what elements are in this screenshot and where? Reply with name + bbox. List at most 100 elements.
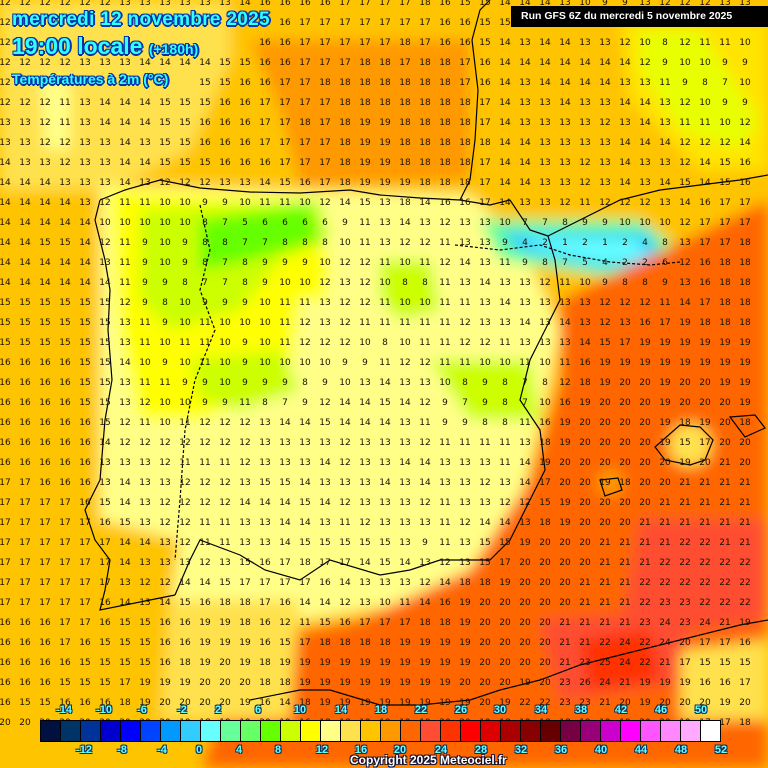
grid-temperature-value: 10 [259, 358, 271, 368]
grid-temperature-value: 12 [119, 298, 131, 308]
grid-temperature-value: 20 [679, 398, 691, 408]
grid-temperature-value: 17 [79, 538, 91, 548]
grid-temperature-value: 1 [562, 238, 568, 248]
grid-temperature-value: 12 [679, 218, 691, 228]
grid-temperature-value: 13 [99, 458, 111, 468]
grid-temperature-value: 15 [199, 158, 211, 168]
grid-temperature-value: 13 [479, 258, 491, 268]
grid-temperature-value: 15 [359, 198, 371, 208]
grid-temperature-value: 14 [299, 478, 311, 488]
grid-temperature-value: 13 [619, 318, 631, 328]
grid-temperature-value: 13 [399, 498, 411, 508]
grid-temperature-value: 12 [0, 18, 11, 28]
grid-temperature-value: 6 [662, 258, 668, 268]
grid-temperature-value: 14 [419, 478, 431, 488]
grid-temperature-value: 20 [199, 678, 211, 688]
grid-temperature-value: 14 [539, 38, 551, 48]
grid-temperature-value: 16 [19, 418, 31, 428]
grid-temperature-value: 16 [439, 198, 451, 208]
grid-temperature-value: 14 [99, 98, 111, 108]
grid-temperature-value: 10 [219, 358, 231, 368]
grid-temperature-value: 13 [539, 338, 551, 348]
grid-temperature-value: 18 [739, 278, 751, 288]
grid-temperature-value: 14 [459, 258, 471, 268]
grid-temperature-value: 18 [319, 638, 331, 648]
grid-temperature-value: 20 [0, 718, 11, 728]
grid-temperature-value: 14 [659, 178, 671, 188]
grid-temperature-value: 18 [239, 598, 251, 608]
color-scale-label: 16 [354, 744, 368, 756]
grid-temperature-value: 16 [459, 38, 471, 48]
grid-temperature-value: 20 [679, 638, 691, 648]
grid-temperature-value: 14 [119, 358, 131, 368]
grid-temperature-value: 19 [659, 398, 671, 408]
grid-temperature-value: 12 [439, 558, 451, 568]
grid-temperature-value: 24 [619, 638, 631, 648]
grid-temperature-value: 14 [519, 178, 531, 188]
grid-temperature-value: 16 [259, 638, 271, 648]
grid-temperature-value: 16 [279, 18, 291, 28]
grid-temperature-value: 14 [519, 318, 531, 328]
grid-temperature-value: 12 [519, 498, 531, 508]
grid-temperature-value: 18 [459, 158, 471, 168]
grid-temperature-value: 18 [379, 78, 391, 88]
grid-temperature-value: 4 [602, 258, 608, 268]
grid-temperature-value: 19 [699, 358, 711, 368]
grid-temperature-value: 14 [539, 78, 551, 88]
color-scale-label: 24 [434, 744, 448, 756]
grid-temperature-value: 12 [19, 0, 31, 8]
grid-temperature-value: 10 [279, 278, 291, 288]
grid-temperature-value: 10 [379, 598, 391, 608]
grid-temperature-value: 20 [559, 558, 571, 568]
grid-temperature-value: 21 [719, 478, 731, 488]
grid-temperature-value: 16 [79, 458, 91, 468]
grid-temperature-value: 13 [639, 78, 651, 88]
grid-temperature-value: 10 [739, 78, 751, 88]
grid-temperature-value: 15 [219, 578, 231, 588]
grid-temperature-value: 21 [559, 638, 571, 648]
grid-temperature-value: 10 [739, 38, 751, 48]
grid-temperature-value: 14 [99, 438, 111, 448]
grid-temperature-value: 20 [539, 618, 551, 628]
grid-temperature-value: 18 [439, 118, 451, 128]
grid-temperature-value: 15 [59, 318, 71, 328]
grid-temperature-value: 13 [719, 0, 731, 8]
grid-temperature-value: 21 [599, 538, 611, 548]
grid-temperature-value: 14 [579, 338, 591, 348]
grid-temperature-value: 9 [742, 58, 748, 68]
grid-temperature-value: 13 [319, 518, 331, 528]
grid-temperature-value: 20 [539, 538, 551, 548]
grid-temperature-value: 19 [319, 698, 331, 708]
grid-temperature-value: 11 [279, 198, 291, 208]
grid-temperature-value: 17 [299, 38, 311, 48]
grid-temperature-value: 18 [359, 638, 371, 648]
grid-temperature-value: 13 [399, 518, 411, 528]
grid-temperature-value: 11 [419, 318, 431, 328]
grid-temperature-value: 18 [399, 138, 411, 148]
grid-temperature-value: 12 [319, 278, 331, 288]
grid-temperature-value: 19 [699, 338, 711, 348]
grid-temperature-value: 17 [259, 98, 271, 108]
grid-temperature-value: 17 [739, 198, 751, 208]
grid-temperature-value: 16 [159, 638, 171, 648]
grid-temperature-value: 9 [482, 378, 488, 388]
color-scale-label: 10 [293, 704, 307, 716]
grid-temperature-value: 15 [279, 638, 291, 648]
grid-temperature-value: 20 [479, 638, 491, 648]
grid-temperature-value: 16 [439, 598, 451, 608]
grid-temperature-value: 15 [679, 438, 691, 448]
grid-temperature-value: 13 [99, 158, 111, 168]
grid-temperature-value: 16 [699, 678, 711, 688]
grid-temperature-value: 21 [599, 578, 611, 588]
color-scale-label: -6 [137, 704, 147, 716]
color-scale-swatch [341, 721, 361, 741]
grid-temperature-value: 12 [679, 0, 691, 8]
grid-temperature-value: 15 [479, 538, 491, 548]
grid-temperature-value: 17 [19, 518, 31, 528]
grid-temperature-value: 11 [479, 438, 491, 448]
grid-temperature-value: 15 [39, 298, 51, 308]
grid-temperature-value: 20 [619, 378, 631, 388]
grid-temperature-value: 12 [579, 178, 591, 188]
grid-temperature-value: 9 [242, 358, 248, 368]
grid-temperature-value: 15 [379, 538, 391, 548]
